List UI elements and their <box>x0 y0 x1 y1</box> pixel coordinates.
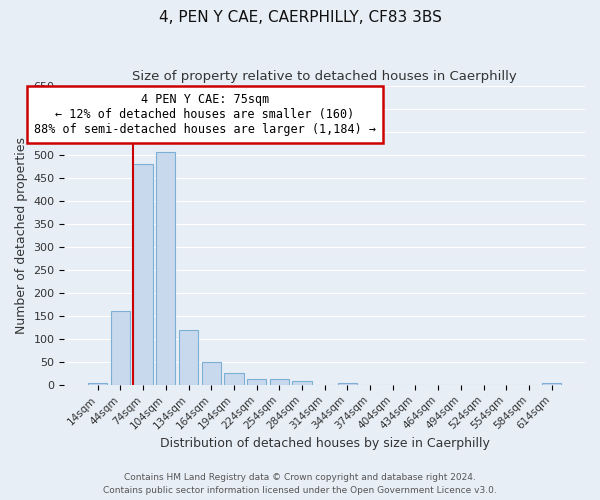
Bar <box>269 380 289 385</box>
Bar <box>224 374 244 385</box>
Bar <box>202 362 221 385</box>
Bar <box>133 164 153 385</box>
Bar <box>179 330 198 385</box>
X-axis label: Distribution of detached houses by size in Caerphilly: Distribution of detached houses by size … <box>160 437 490 450</box>
Bar <box>111 311 130 385</box>
Bar <box>542 382 562 385</box>
Bar <box>156 152 175 385</box>
Y-axis label: Number of detached properties: Number of detached properties <box>15 136 28 334</box>
Text: 4, PEN Y CAE, CAERPHILLY, CF83 3BS: 4, PEN Y CAE, CAERPHILLY, CF83 3BS <box>158 10 442 25</box>
Text: 4 PEN Y CAE: 75sqm
← 12% of detached houses are smaller (160)
88% of semi-detach: 4 PEN Y CAE: 75sqm ← 12% of detached hou… <box>34 93 376 136</box>
Bar <box>247 379 266 385</box>
Title: Size of property relative to detached houses in Caerphilly: Size of property relative to detached ho… <box>133 70 517 83</box>
Bar <box>338 382 357 385</box>
Bar <box>292 381 311 385</box>
Bar <box>88 382 107 385</box>
Text: Contains HM Land Registry data © Crown copyright and database right 2024.
Contai: Contains HM Land Registry data © Crown c… <box>103 474 497 495</box>
